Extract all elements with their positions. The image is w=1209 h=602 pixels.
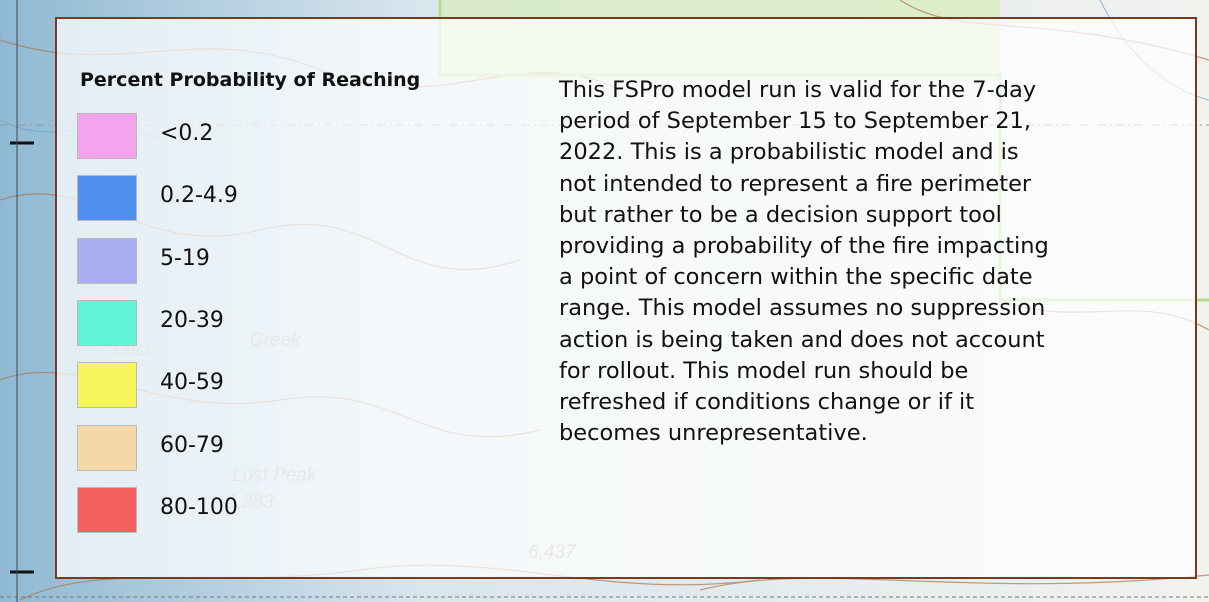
- legend-swatch: [77, 425, 137, 471]
- legend-label: <0.2: [160, 121, 213, 146]
- legend-label: 60-79: [160, 433, 224, 458]
- description-line: 2022. This is a probabilistic model and …: [559, 139, 1019, 165]
- legend-swatch: [77, 362, 137, 408]
- legend-label: 0.2-4.9: [160, 183, 238, 208]
- legend-title: Percent Probability of Reaching: [80, 69, 420, 91]
- description-line: becomes unrepresentative.: [559, 420, 868, 446]
- map-page: Lost Peak6,2836,437CreekLost Percent Pro…: [0, 0, 1209, 602]
- legend-swatch: [77, 113, 137, 159]
- legend-swatch: [77, 487, 137, 533]
- description-line: This FSPro model run is valid for the 7-…: [559, 77, 1036, 103]
- description-line: not intended to represent a fire perimet…: [559, 171, 1031, 197]
- legend-panel: Percent Probability of Reaching <0.2 0.2-…: [55, 17, 1197, 579]
- legend-label: 40-59: [160, 370, 224, 395]
- legend-swatch: [77, 238, 137, 284]
- description-line: refreshed if conditions change or if it: [559, 389, 974, 415]
- description-line: providing a probability of the fire impa…: [559, 233, 1049, 259]
- description-line: for rollout. This model run should be: [559, 358, 968, 384]
- description-line: a point of concern within the specific d…: [559, 264, 1033, 290]
- description-line: range. This model assumes no suppression: [559, 295, 1045, 321]
- description-line: period of September 15 to September 21,: [559, 108, 1031, 134]
- description-line: action is being taken and does not accou…: [559, 327, 1045, 353]
- legend-swatch: [77, 300, 137, 346]
- legend-label: 5-19: [160, 246, 210, 271]
- legend-label: 20-39: [160, 308, 224, 333]
- legend-label: 80-100: [160, 495, 238, 520]
- description-line: but rather to be a decision support tool: [559, 202, 1002, 228]
- legend-swatch: [77, 175, 137, 221]
